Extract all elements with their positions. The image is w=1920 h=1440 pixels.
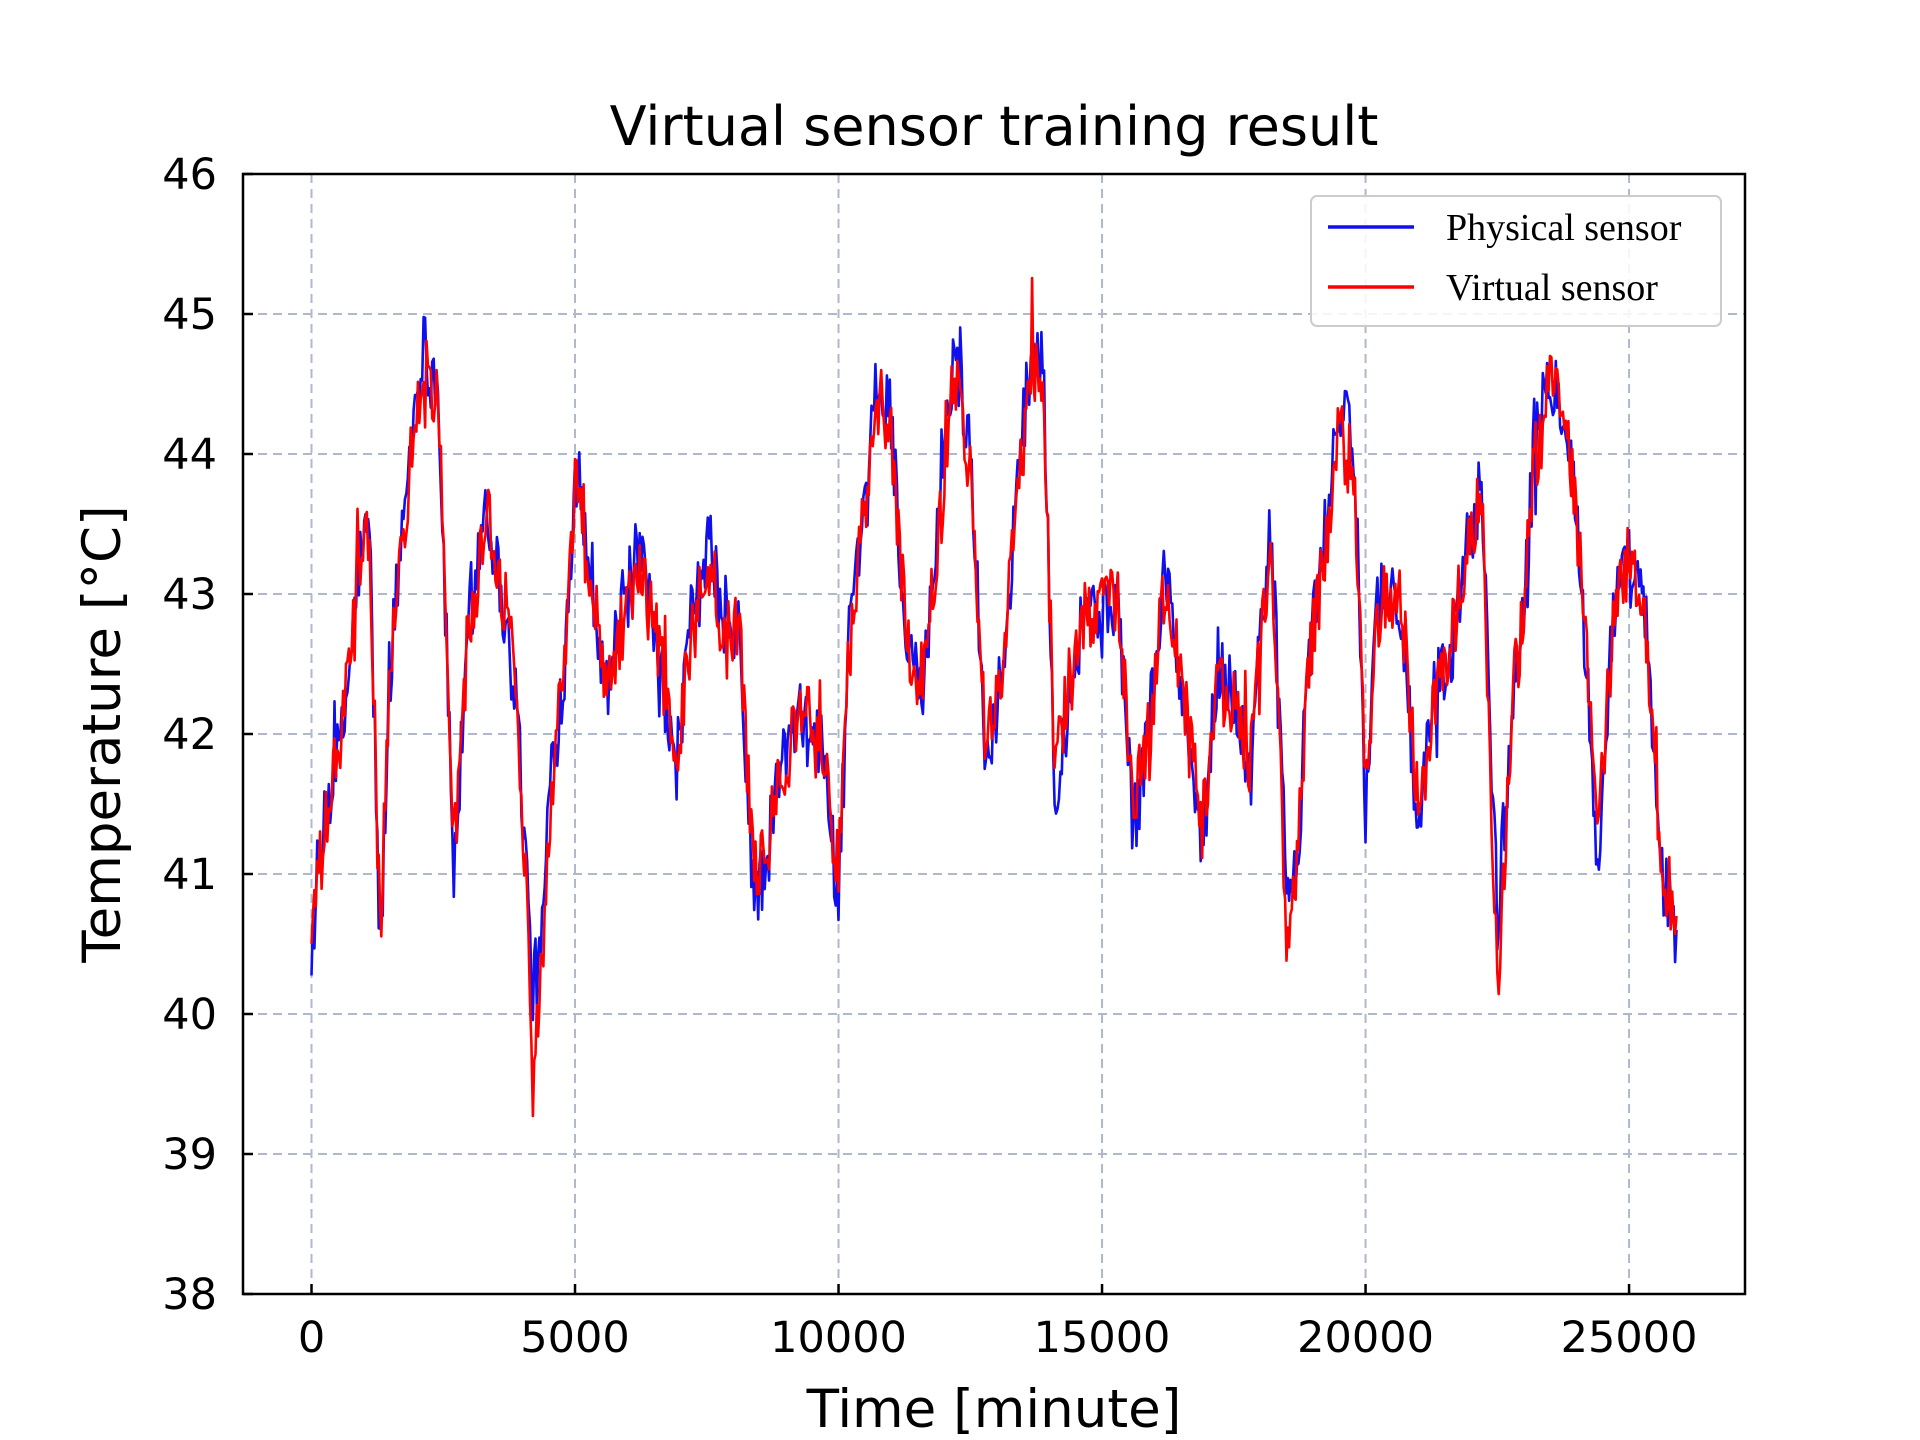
legend-label-virtual: Virtual sensor: [1446, 267, 1658, 309]
legend-label-physical: Physical sensor: [1446, 207, 1682, 249]
y-tick-label: 45: [162, 290, 217, 340]
x-tick-label: 5000: [520, 1313, 629, 1363]
series-layer: [310, 276, 1678, 1118]
series-line-virtual: [310, 276, 1678, 1118]
ticks: 0 5000 10000 15000 20000 25000 38 39 40 41 42 43 44 4…: [162, 150, 1697, 1363]
y-tick-label: 38: [162, 1270, 217, 1320]
x-tick-label: 15000: [1034, 1313, 1171, 1363]
y-tick-label: 43: [162, 570, 217, 620]
legend: Physical sensor Virtual sensor: [1310, 195, 1722, 327]
chart-title: Virtual sensor training result: [610, 95, 1379, 158]
x-axis-title: Time [minute]: [806, 1379, 1182, 1440]
y-tick-label: 42: [162, 710, 217, 760]
y-tick-label: 40: [162, 990, 217, 1040]
x-tick-label: 20000: [1297, 1313, 1434, 1363]
y-axis-title: Temperature [°C]: [72, 505, 133, 963]
y-tick-label: 46: [162, 150, 217, 200]
x-tick-label: 0: [298, 1313, 325, 1363]
y-tick-label: 41: [162, 850, 217, 900]
x-tick-label: 25000: [1561, 1313, 1698, 1363]
y-tick-label: 44: [162, 430, 217, 480]
y-tick-label: 39: [162, 1130, 217, 1180]
x-tick-label: 10000: [770, 1313, 907, 1363]
